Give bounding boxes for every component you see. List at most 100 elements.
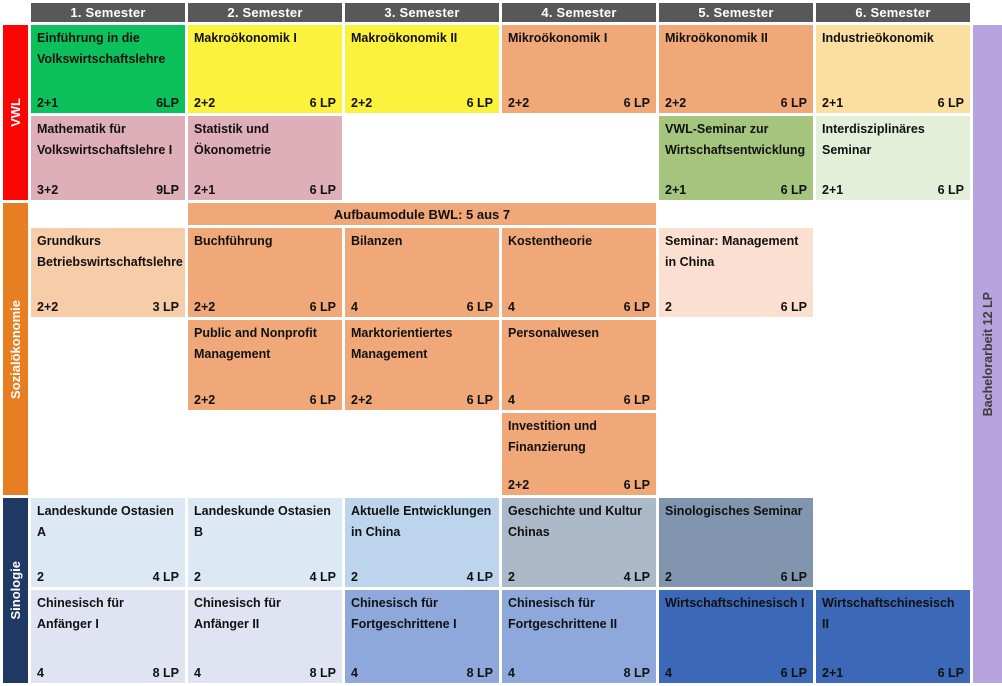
module-footer: 2+2 6 LP <box>194 96 336 110</box>
module-hours: 4 <box>508 393 515 407</box>
module-hours: 2+1 <box>194 183 216 197</box>
module-hours: 4 <box>37 666 44 680</box>
module-title: Sinologisches Seminar <box>665 504 803 518</box>
module-footer: 4 6 LP <box>351 300 493 314</box>
module-footer: 2+1 6 LP <box>822 666 964 680</box>
module-credits: 6 LP <box>937 183 964 197</box>
semester-header-6: 6. Semester <box>816 3 970 22</box>
module-credits: 6 LP <box>780 96 807 110</box>
module-footer: 2+2 3 LP <box>37 300 179 314</box>
module-footer: 2 4 LP <box>351 570 493 584</box>
module-footer: 4 8 LP <box>351 666 493 680</box>
module-footer: 2+2 6 LP <box>351 96 493 110</box>
module-credits: 4 LP <box>623 570 650 584</box>
module-credits: 6 LP <box>623 478 650 492</box>
module-credits: 8 LP <box>623 666 650 680</box>
semester-header-1: 1. Semester <box>31 3 185 22</box>
module-hours: 2 <box>37 570 44 584</box>
module-credits: 6 LP <box>309 300 336 314</box>
module-hours: 2 <box>665 300 672 314</box>
module-cell: Kostentheorie 4 6 LP <box>502 228 656 317</box>
module-title: Makroökonomik II <box>351 31 458 45</box>
module-title: Seminar: Management in China <box>665 234 799 269</box>
module-footer: 3+2 9LP <box>37 183 179 197</box>
module-hours: 4 <box>351 666 358 680</box>
module-cell: Grundkurs Betriebswirtschaftslehre 2+2 3 L… <box>31 228 185 317</box>
module-footer: 2+1 6 LP <box>194 183 336 197</box>
module-cell: Sinologisches Seminar 2 6 LP <box>659 498 813 587</box>
module-title: Grundkurs Betriebswirtschaftslehre <box>37 234 183 269</box>
module-cell: Chinesisch für Anfänger II 4 8 LP <box>188 590 342 683</box>
module-footer: 4 6 LP <box>508 393 650 407</box>
module-footer: 2+2 6 LP <box>194 393 336 407</box>
module-hours: 2 <box>351 570 358 584</box>
section-label-vwl: VWL <box>8 98 23 127</box>
module-cell: Landeskunde Ostasien B 2 4 LP <box>188 498 342 587</box>
module-cell: Interdisziplinäres Seminar 2+1 6 LP <box>816 116 970 200</box>
module-title: Kostentheorie <box>508 234 593 248</box>
module-credits: 6 LP <box>623 300 650 314</box>
section-label-sozialoekonomie: Sozialökonomie <box>8 299 23 399</box>
module-cell: VWL-Seminar zur Wirtschaftsentwicklung 2+… <box>659 116 813 200</box>
module-footer: 4 6 LP <box>665 666 807 680</box>
bwl-elective-band: Aufbaumodule BWL: 5 aus 7 <box>188 203 656 225</box>
module-credits: 6 LP <box>466 300 493 314</box>
module-hours: 2+1 <box>822 96 844 110</box>
module-credits: 6 LP <box>466 393 493 407</box>
module-cell: Chinesisch für Fortgeschrittene I 4 8 LP <box>345 590 499 683</box>
module-cell: Chinesisch für Anfänger I 4 8 LP <box>31 590 185 683</box>
module-title: Public and Nonprofit Management <box>194 326 317 361</box>
module-credits: 4 LP <box>466 570 493 584</box>
module-footer: 2 4 LP <box>508 570 650 584</box>
module-title: Wirtschaftschinesisch II <box>822 596 955 631</box>
semester-header-4: 4. Semester <box>502 3 656 22</box>
module-title: Marktorientiertes Management <box>351 326 453 361</box>
module-credits: 8 LP <box>309 666 336 680</box>
section-bar-sozialoekonomie: Sozialökonomie <box>3 203 28 495</box>
semester-header-3: 3. Semester <box>345 3 499 22</box>
module-footer: 4 6 LP <box>508 300 650 314</box>
module-title: Chinesisch für Anfänger II <box>194 596 281 631</box>
module-hours: 2 <box>665 570 672 584</box>
module-title: Bilanzen <box>351 234 403 248</box>
module-title: Chinesisch für Anfänger I <box>37 596 124 631</box>
module-cell: Landeskunde Ostasien A 2 4 LP <box>31 498 185 587</box>
module-credits: 6 LP <box>780 183 807 197</box>
module-title: Mikroökonomik I <box>508 31 608 45</box>
module-cell: Statistik und Ökonometrie 2+1 6 LP <box>188 116 342 200</box>
module-footer: 4 8 LP <box>508 666 650 680</box>
module-hours: 2+1 <box>822 183 844 197</box>
module-cell: Bilanzen 4 6 LP <box>345 228 499 317</box>
semester-header-5: 5. Semester <box>659 3 813 22</box>
module-credits: 6 LP <box>937 666 964 680</box>
module-cell: Einführung in die Volkswirtschaftslehre 2… <box>31 25 185 113</box>
module-credits: 9LP <box>156 183 179 197</box>
module-title: Geschichte und Kultur Chinas <box>508 504 643 539</box>
module-cell: Aktuelle Entwicklungen in China 2 4 LP <box>345 498 499 587</box>
module-cell: Industrieökonomik 2+1 6 LP <box>816 25 970 113</box>
module-credits: 6 LP <box>309 183 336 197</box>
module-hours: 2+2 <box>351 96 373 110</box>
section-label-sinologie: Sinologie <box>8 561 23 620</box>
module-footer: 2 4 LP <box>37 570 179 584</box>
module-footer: 4 8 LP <box>37 666 179 680</box>
bachelor-thesis-label: Bachelorarbeit 12 LP <box>980 291 995 417</box>
module-hours: 2+2 <box>194 393 216 407</box>
module-hours: 2+2 <box>665 96 687 110</box>
module-hours: 2+2 <box>37 300 59 314</box>
module-cell: Makroökonomik II 2+2 6 LP <box>345 25 499 113</box>
module-hours: 2 <box>508 570 515 584</box>
module-title: Industrieökonomik <box>822 31 934 45</box>
module-title: Wirtschaftschinesisch I <box>665 596 805 610</box>
module-hours: 4 <box>508 300 515 314</box>
module-credits: 6 LP <box>780 570 807 584</box>
module-hours: 2+2 <box>351 393 373 407</box>
module-title: Mikroökonomik II <box>665 31 768 45</box>
section-bar-sinologie: Sinologie <box>3 498 28 683</box>
module-credits: 6 LP <box>309 393 336 407</box>
module-cell: Seminar: Management in China 2 6 LP <box>659 228 813 317</box>
module-hours: 4 <box>351 300 358 314</box>
module-title: Aktuelle Entwicklungen in China <box>351 504 492 539</box>
module-footer: 4 8 LP <box>194 666 336 680</box>
